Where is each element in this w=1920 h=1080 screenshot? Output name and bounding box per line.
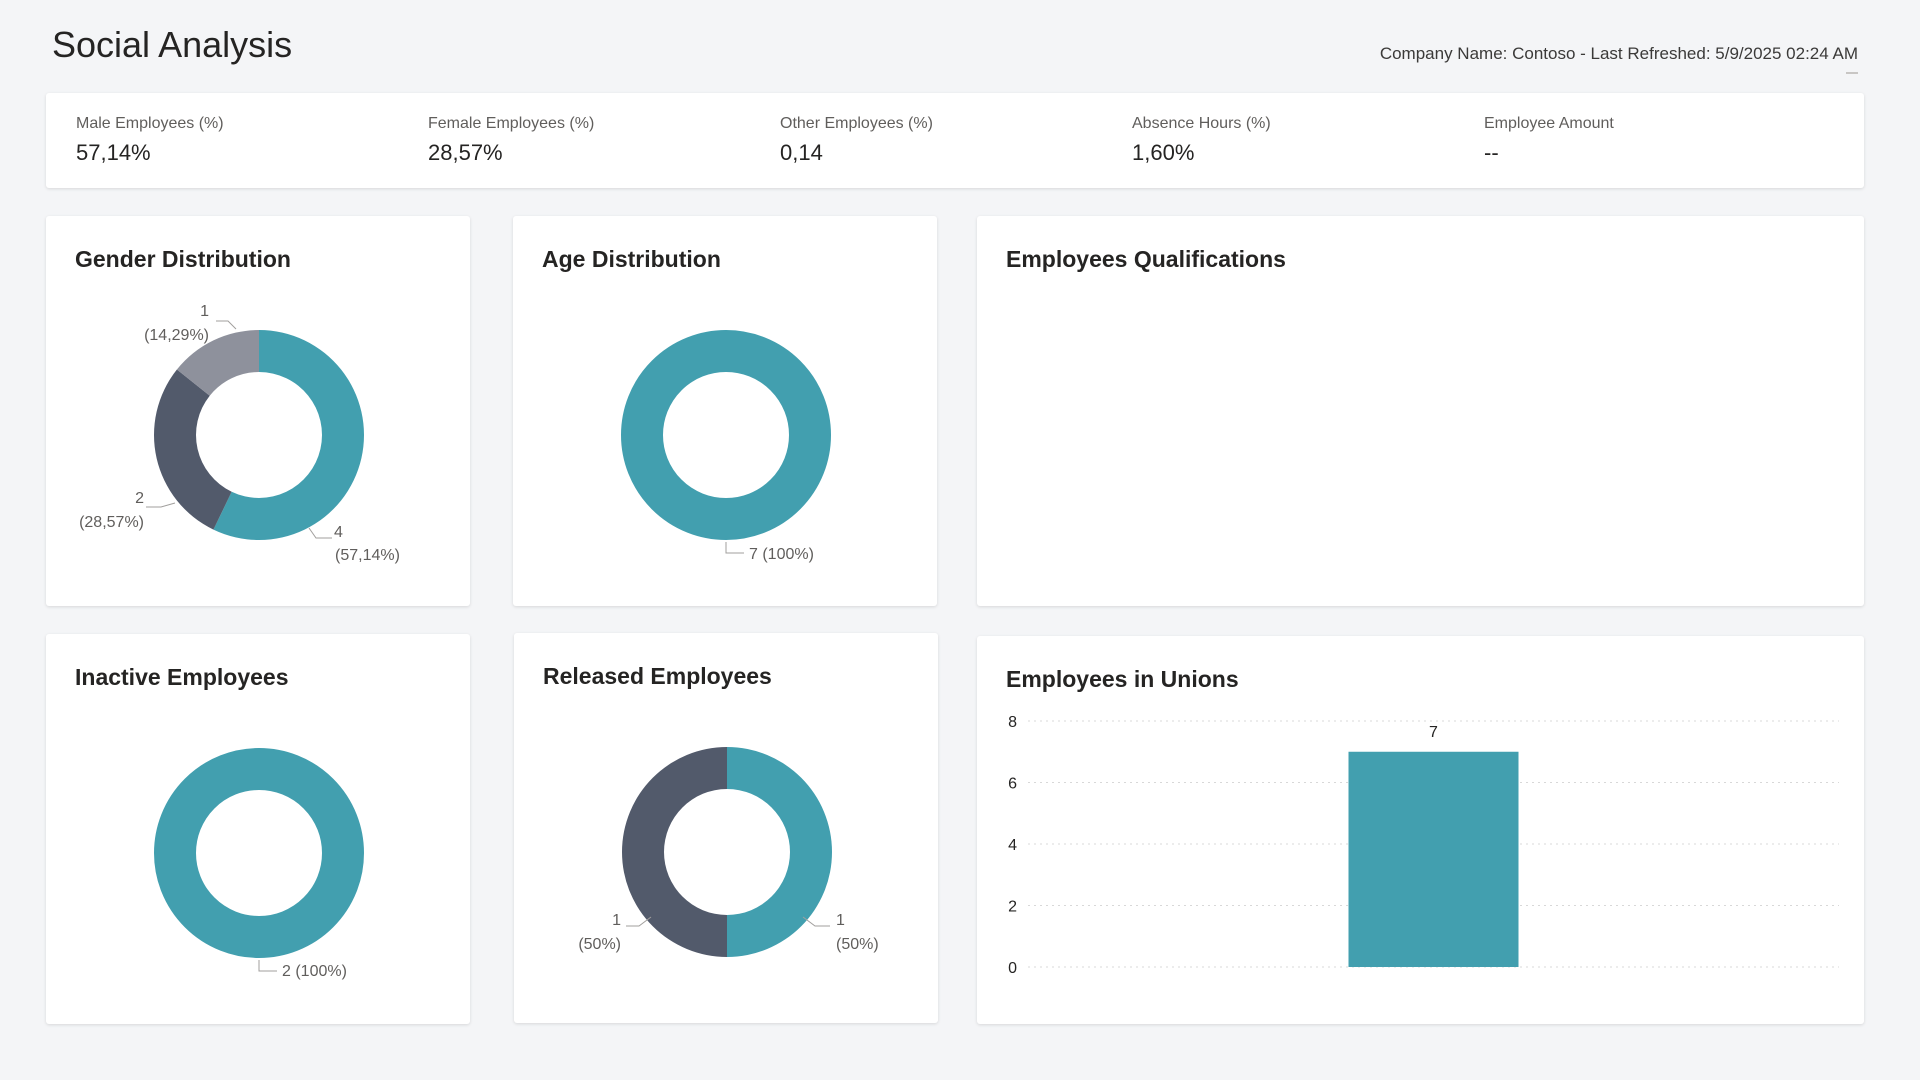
kpi-female-employees[interactable]: Female Employees (%) 28,57% (428, 115, 594, 166)
kpi-other-employees[interactable]: Other Employees (%) 0,14 (780, 115, 933, 166)
data-label: 1 (836, 912, 845, 929)
age-donut-chart[interactable]: 7 (100%) (513, 216, 937, 606)
leader-line (308, 527, 332, 539)
donut-slice-2[interactable] (154, 369, 232, 530)
card-title: Released Employees (543, 663, 772, 689)
leader-line (725, 542, 744, 554)
employees-in-unions-card[interactable]: Employees in Unions 0 2 4 6 8 7 (977, 636, 1864, 1024)
kpi-label: Employee Amount (1484, 115, 1614, 132)
y-tick-label: 4 (1008, 837, 1017, 854)
card-title: Employees Qualifications (1006, 246, 1286, 272)
page-title: Social Analysis (52, 24, 293, 65)
kpi-value: 1,60% (1132, 140, 1195, 165)
kpi-label: Other Employees (%) (780, 115, 933, 132)
inactive-donut-chart[interactable]: 2 (100%) (46, 634, 470, 1024)
kpi-value: -- (1484, 140, 1499, 165)
kpi-absence-hours[interactable]: Absence Hours (%) 1,60% (1132, 115, 1271, 166)
age-distribution-card[interactable]: Age Distribution 7 (100%) (513, 216, 937, 606)
leader-line (258, 960, 277, 972)
donut-slice-1[interactable] (621, 330, 831, 540)
bar-data-label: 7 (1429, 724, 1438, 741)
data-label: 2 (135, 490, 144, 507)
data-label: (14,29%) (144, 327, 209, 344)
gender-donut-chart[interactable]: 4 (57,14%) 2 (28,57%) 1 (14,29%) (46, 216, 470, 606)
leader-line (626, 916, 652, 927)
leader-line (802, 916, 830, 927)
card-title: Employees in Unions (1006, 666, 1239, 692)
data-label: 1 (612, 912, 621, 929)
released-employees-card[interactable]: Released Employees 1 (50%) 1 (50%) (514, 633, 938, 1023)
data-label: 7 (100%) (749, 546, 814, 563)
employees-qualifications-card[interactable]: Employees Qualifications (977, 216, 1864, 606)
refresh-divider (1846, 72, 1858, 74)
released-donut-chart[interactable]: 1 (50%) 1 (50%) (514, 633, 938, 1023)
leader-line (146, 502, 176, 508)
kpi-strip: Male Employees (%) 57,14% Female Employe… (46, 93, 1864, 188)
y-tick-label: 0 (1008, 960, 1017, 977)
kpi-label: Male Employees (%) (76, 115, 224, 132)
y-tick-label: 8 (1008, 714, 1017, 731)
donut-slice-2[interactable] (622, 747, 727, 957)
donut-slice-3[interactable] (176, 330, 259, 396)
card-title: Gender Distribution (75, 246, 291, 272)
data-label: (28,57%) (79, 514, 144, 531)
donut-slice-1[interactable] (154, 748, 364, 958)
unions-bar-chart[interactable]: 0 2 4 6 8 7 (977, 636, 1864, 1024)
kpi-male-employees[interactable]: Male Employees (%) 57,14% (76, 115, 224, 166)
data-label: 2 (100%) (282, 963, 347, 980)
kpi-employee-amount[interactable]: Employee Amount -- (1484, 115, 1614, 166)
gender-distribution-card[interactable]: Gender Distribution 4 (57,14%) 2 (28,57%) 1 (… (46, 216, 470, 606)
data-label: (50%) (836, 936, 879, 953)
kpi-label: Absence Hours (%) (1132, 115, 1271, 132)
inactive-employees-card[interactable]: Inactive Employees 2 (100%) (46, 634, 470, 1024)
data-label: 4 (334, 524, 343, 541)
y-tick-label: 2 (1008, 899, 1017, 916)
card-title: Inactive Employees (75, 664, 289, 690)
data-label: 1 (200, 303, 209, 320)
donut-slice-1[interactable] (213, 330, 364, 540)
union-bar[interactable] (1348, 751, 1519, 967)
y-tick-label: 6 (1008, 776, 1017, 793)
donut-slice-1[interactable] (727, 747, 832, 957)
card-title: Age Distribution (542, 246, 721, 272)
kpi-value: 28,57% (428, 140, 503, 165)
kpi-value: 57,14% (76, 140, 151, 165)
refresh-info: Company Name: Contoso - Last Refreshed: … (1379, 44, 1858, 63)
data-label: (50%) (578, 936, 621, 953)
data-label: (57,14%) (335, 547, 400, 564)
leader-line (216, 320, 237, 330)
kpi-value: 0,14 (780, 140, 823, 165)
kpi-label: Female Employees (%) (428, 115, 595, 132)
